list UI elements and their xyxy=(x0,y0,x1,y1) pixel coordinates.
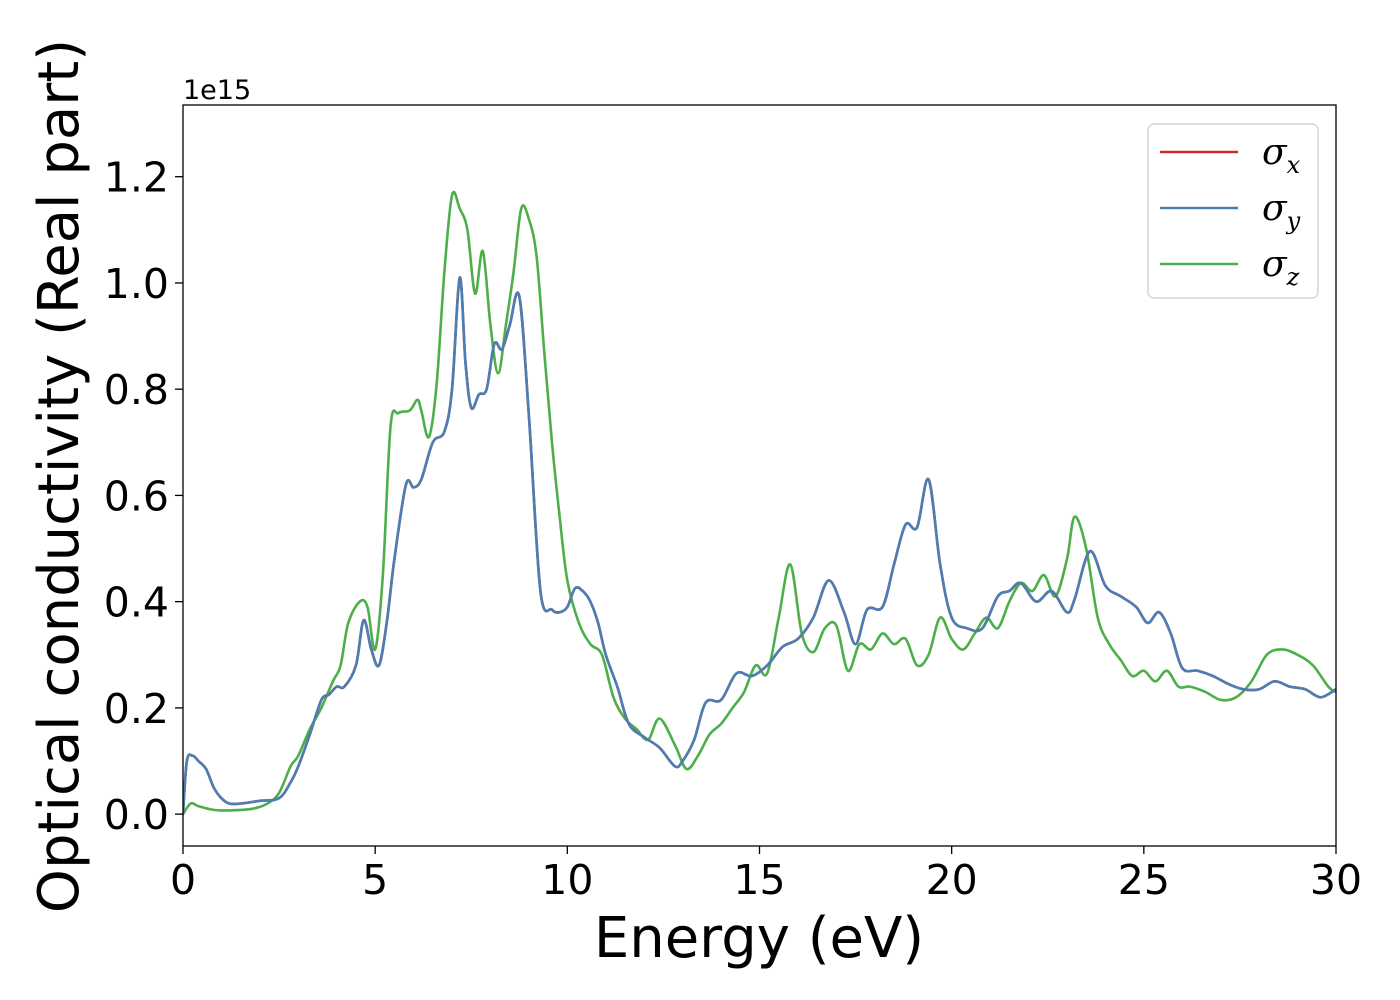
y-axis: 0.0 0.2 0.4 0.6 0.8 1.0 1.2 xyxy=(104,154,183,839)
series-line-sigma-x xyxy=(183,276,1336,816)
y-tick-label: 0.8 xyxy=(104,366,169,414)
x-tick-label: 20 xyxy=(926,856,978,904)
x-tick-label: 25 xyxy=(1118,856,1170,904)
x-axis-label: Energy (eV) xyxy=(594,906,924,971)
legend-label-sigma-z: σz xyxy=(1262,244,1300,291)
y-tick-label: 0.0 xyxy=(104,791,169,839)
y-axis-label: Optical conductivity (Real part) xyxy=(27,39,92,913)
x-tick-label: 10 xyxy=(541,856,593,904)
x-tick-label: 5 xyxy=(362,856,388,904)
series-line-sigma-y xyxy=(183,276,1336,816)
legend: σx σy σz xyxy=(1147,123,1319,299)
x-tick-label: 0 xyxy=(170,856,196,904)
y-tick-label: 1.0 xyxy=(104,260,169,308)
y-tick-label: 0.4 xyxy=(104,579,169,627)
legend-label-sigma-y: σy xyxy=(1262,188,1301,235)
y-tick-label: 0.6 xyxy=(104,472,169,520)
y-tick-label: 1.2 xyxy=(104,154,169,202)
x-axis: 0 5 10 15 20 25 30 xyxy=(170,846,1362,904)
legend-label-sigma-x: σx xyxy=(1262,132,1301,179)
x-tick-label: 30 xyxy=(1310,856,1362,904)
y-offset-label: 1e15 xyxy=(183,75,251,106)
x-tick-label: 15 xyxy=(733,856,785,904)
legend-box xyxy=(1147,123,1319,299)
y-tick-label: 0.2 xyxy=(104,685,169,733)
series-line-sigma-z xyxy=(183,190,1336,816)
series-layer xyxy=(183,190,1336,816)
